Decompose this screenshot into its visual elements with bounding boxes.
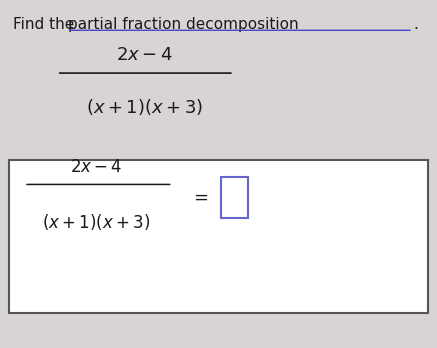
Text: $(x + 1)(x + 3)$: $(x + 1)(x + 3)$ [42, 212, 150, 232]
Text: $2x-4$: $2x-4$ [116, 46, 173, 64]
Text: Find the: Find the [13, 17, 79, 32]
Text: $=$: $=$ [190, 188, 208, 206]
FancyBboxPatch shape [9, 160, 428, 313]
FancyBboxPatch shape [221, 177, 248, 218]
Text: $(x+1)(x+3)$: $(x+1)(x+3)$ [86, 97, 203, 117]
Text: partial fraction decomposition: partial fraction decomposition [68, 17, 298, 32]
Text: $2x - 4$: $2x - 4$ [70, 158, 122, 176]
Text: .: . [413, 17, 418, 32]
